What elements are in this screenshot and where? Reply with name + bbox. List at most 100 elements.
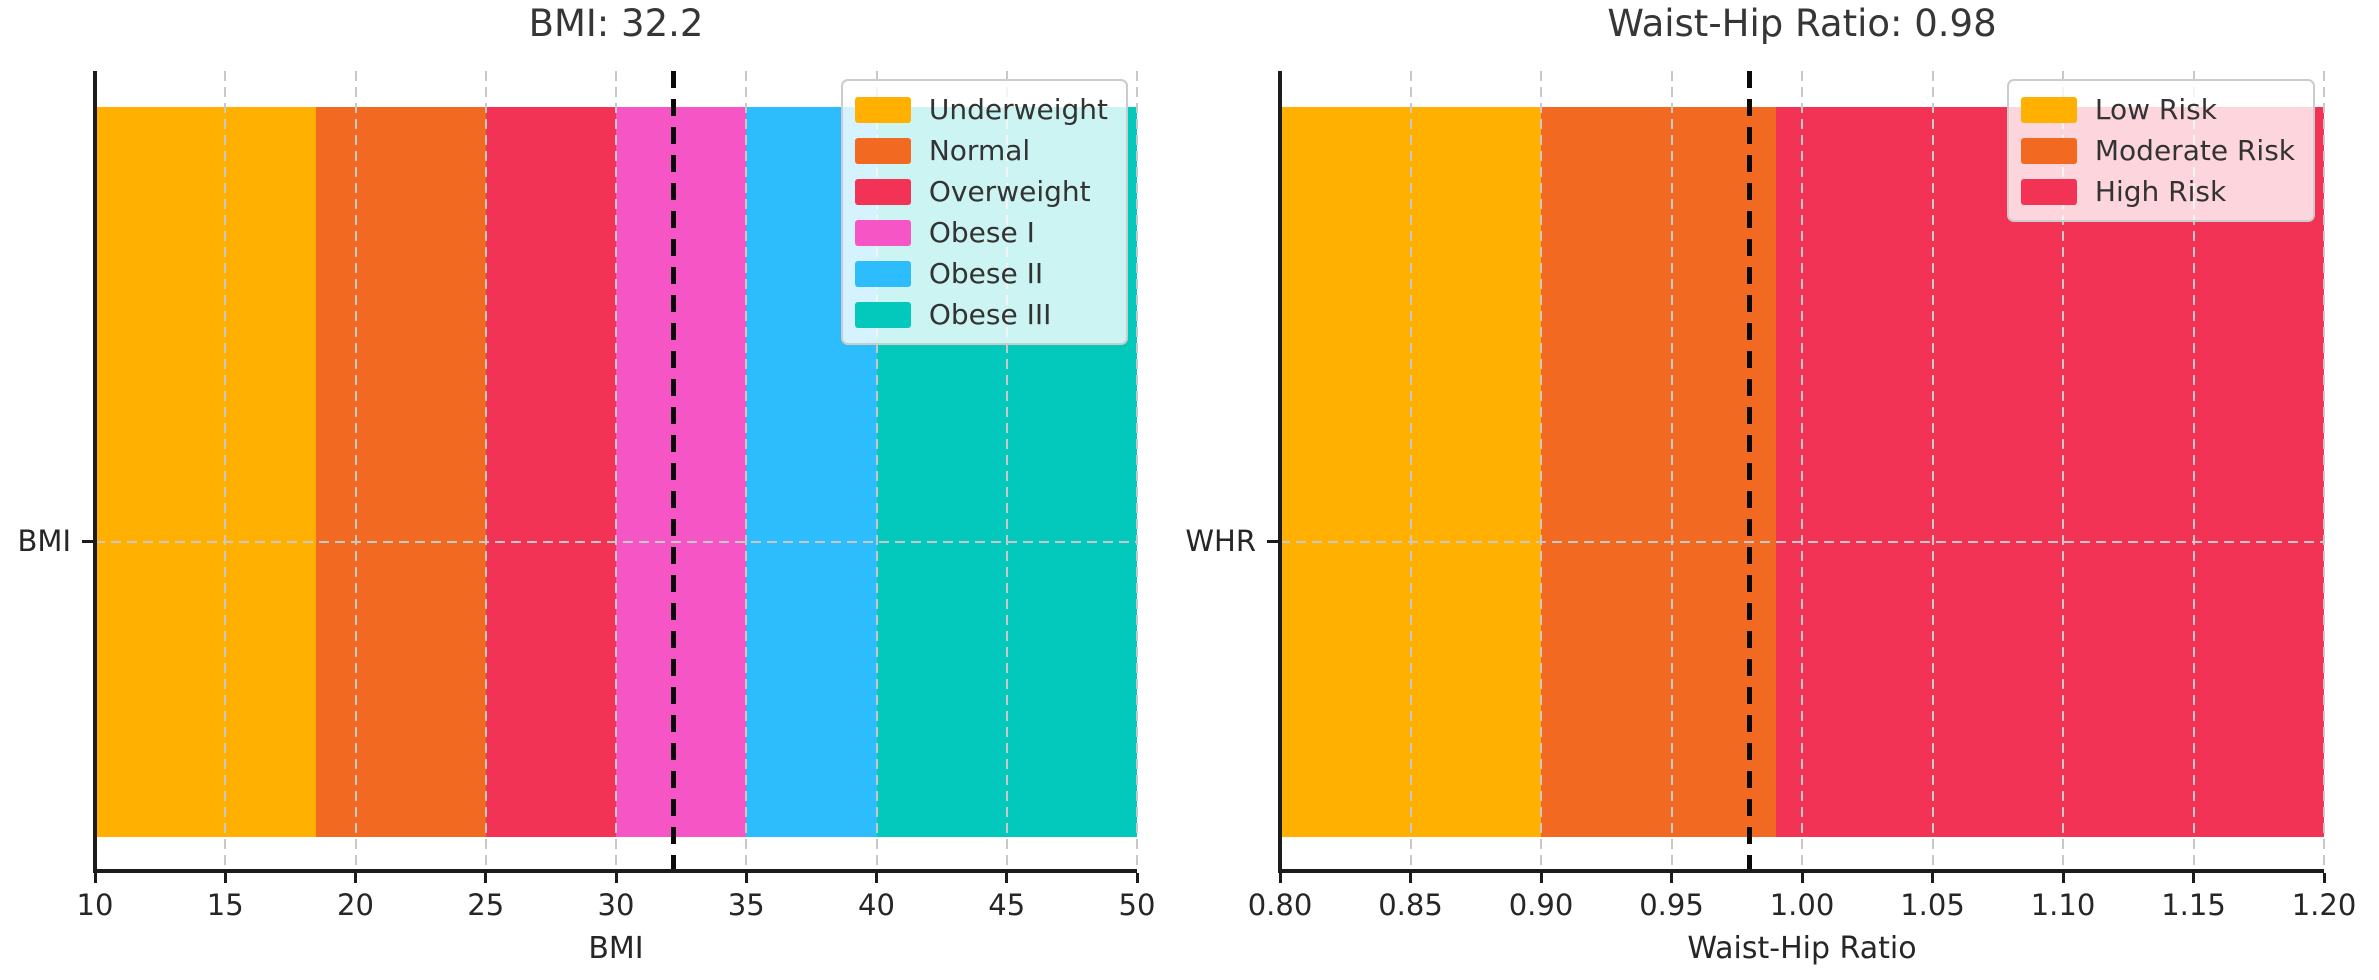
whr-y-tick-label: WHR (1185, 524, 1256, 558)
x-tick-label-0.85: 0.85 (1378, 888, 1443, 922)
x-tick-label-1.20: 1.20 (2291, 888, 2357, 922)
legend-row-obese-ii: Obese II (854, 253, 1108, 294)
whr-x-axis-spine (1278, 869, 2324, 873)
legend-row-obese-iii: Obese III (854, 294, 1108, 335)
value-marker-line (670, 71, 676, 871)
legend-row-obese-i: Obese I (854, 212, 1108, 253)
gridline-x-1.20 (2323, 71, 2325, 871)
x-tick-15 (223, 873, 227, 883)
x-tick-label-1.00: 1.00 (1769, 888, 1835, 922)
gridline-x-35 (745, 71, 748, 871)
gridline-x-1.05 (1931, 71, 1934, 871)
gridline-x-45 (1005, 71, 1008, 871)
legend-label: Overweight (928, 175, 1091, 208)
x-tick-1.20 (2322, 873, 2326, 883)
x-tick-label-1.10: 1.10 (2030, 888, 2096, 922)
x-tick-25 (484, 873, 488, 883)
gridline-x-15 (224, 71, 227, 871)
legend-row-moderate-risk: Moderate Risk (2020, 130, 2295, 171)
gridline-x-30 (615, 71, 617, 871)
gridline-x-0.95 (1670, 71, 1673, 871)
x-tick-20 (354, 873, 357, 883)
bmi-y-tick (82, 540, 93, 543)
x-tick-1.05 (1931, 873, 1934, 883)
x-tick-label-0.95: 0.95 (1639, 888, 1704, 922)
legend-row-underweight: Underweight (854, 89, 1108, 130)
x-tick-1.10 (2061, 873, 2065, 883)
x-tick-50 (1135, 873, 1139, 883)
whr-x-axis-label: Waist-Hip Ratio (1687, 931, 1917, 966)
x-tick-label-1.15: 1.15 (2161, 888, 2226, 922)
gridline-x-20 (354, 71, 357, 871)
bmi-y-axis-spine (93, 71, 97, 873)
whr-legend: Low Risk Moderate Risk High Risk (2006, 79, 2315, 222)
x-tick-0.80 (1278, 873, 1282, 883)
legend-label: Normal (928, 134, 1031, 167)
legend-swatch-icon (2020, 96, 2077, 123)
gridline-x-1.10 (2062, 71, 2064, 871)
x-tick-label-50: 50 (1118, 888, 1156, 922)
bmi-plot-area: BMI BMI Underweight Normal Overweight Obese… (18, 71, 1155, 966)
legend-swatch-icon (854, 219, 911, 246)
gridline-x-25 (484, 71, 487, 871)
gridline-x-0.85 (1409, 71, 1412, 871)
x-tick-0.85 (1409, 873, 1412, 883)
legend-swatch-icon (2020, 137, 2077, 164)
legend-label: Obese II (928, 257, 1044, 290)
band-obese-i (616, 107, 747, 837)
x-tick-0.95 (1670, 873, 1673, 883)
x-tick-label-20: 20 (337, 888, 374, 922)
bmi-x-axis-label: BMI (588, 931, 644, 966)
legend-row-low-risk: Low Risk (2020, 89, 2295, 130)
bmi-chart-title: BMI: 32.2 (528, 2, 704, 45)
legend-swatch-icon (854, 260, 911, 287)
x-tick-label-1.05: 1.05 (1900, 888, 1965, 922)
legend-label: Obese I (928, 216, 1035, 249)
x-tick-1.00 (1800, 873, 1804, 883)
legend-swatch-icon (854, 301, 911, 328)
legend-label: Low Risk (2094, 93, 2217, 126)
bmi-x-axis-spine (93, 869, 1137, 873)
legend-label: Moderate Risk (2094, 134, 2295, 167)
gridline-x-1.15 (2192, 71, 2195, 871)
x-tick-label-40: 40 (858, 888, 895, 922)
x-tick-label-45: 45 (988, 888, 1026, 922)
x-tick-1.15 (2192, 873, 2195, 883)
legend-swatch-icon (854, 96, 911, 123)
x-tick-label-35: 35 (727, 888, 765, 922)
legend-swatch-icon (854, 178, 911, 205)
whr-plot-area: WHR Waist-Hip Ratio Low Risk Moderate Ris… (1185, 71, 2356, 966)
gridline-x-50 (1136, 71, 1138, 871)
gridline-x-0.90 (1540, 71, 1542, 871)
gridline-x-1.00 (1801, 71, 1803, 871)
x-tick-40 (875, 873, 878, 883)
legend-label: High Risk (2094, 175, 2227, 208)
band-overweight (485, 107, 616, 837)
x-tick-label-0.80: 0.80 (1247, 888, 1313, 922)
legend-row-normal: Normal (854, 130, 1108, 171)
whr-y-axis-spine (1278, 71, 1282, 873)
legend-label: Underweight (928, 93, 1108, 126)
x-tick-label-0.90: 0.90 (1508, 888, 1574, 922)
band-normal (316, 107, 486, 837)
x-tick-label-15: 15 (206, 888, 244, 922)
legend-row-high-risk: High Risk (2020, 171, 2295, 212)
gridline-x-40 (875, 71, 878, 871)
x-tick-45 (1005, 873, 1009, 883)
band-high-risk (1775, 107, 2324, 837)
legend-swatch-icon (854, 137, 911, 164)
legend-swatch-icon (2020, 178, 2077, 205)
x-tick-10 (93, 873, 97, 883)
x-tick-30 (614, 873, 618, 883)
bmi-legend: Underweight Normal Overweight Obese I Obese … (840, 79, 1128, 345)
x-tick-label-30: 30 (597, 888, 635, 922)
band-underweight (95, 107, 317, 837)
bmi-y-tick-label: BMI (17, 524, 71, 558)
value-marker-line (1747, 71, 1753, 871)
band-moderate-risk (1541, 107, 1776, 837)
x-tick-label-10: 10 (76, 888, 114, 922)
legend-row-overweight: Overweight (854, 171, 1108, 212)
whr-chart-title: Waist-Hip Ratio: 0.98 (1607, 2, 1997, 45)
x-tick-35 (744, 873, 748, 883)
